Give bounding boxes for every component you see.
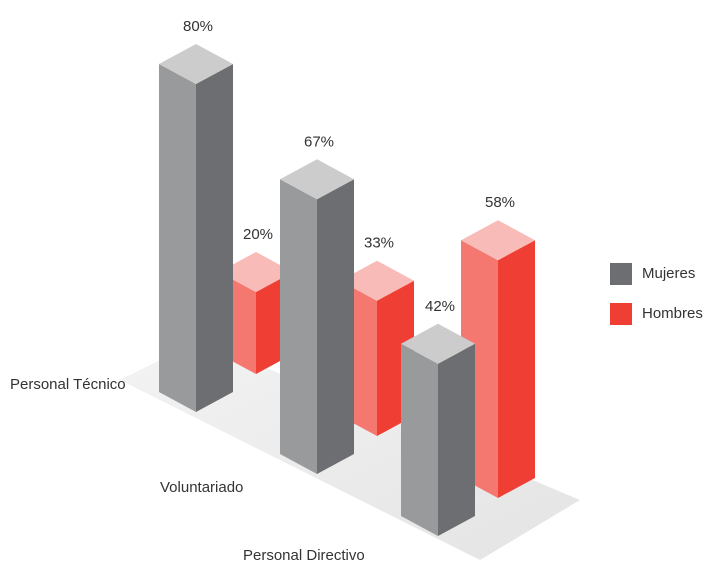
- bar-front: [401, 343, 438, 536]
- category-label: Personal Técnico: [10, 376, 126, 393]
- legend-swatch: [610, 263, 632, 285]
- bar-side: [438, 343, 475, 536]
- category-label: Voluntariado: [160, 479, 243, 496]
- bar-side: [498, 240, 535, 498]
- bar-front: [280, 179, 317, 475]
- bar-side: [196, 64, 233, 412]
- value-label: 33%: [364, 235, 394, 252]
- bar-top: [401, 323, 475, 364]
- value-label: 58%: [485, 194, 515, 211]
- legend-label: Hombres: [642, 305, 703, 322]
- bar-top: [219, 252, 293, 292]
- bar-top: [340, 260, 414, 301]
- category-label: Personal Directivo: [243, 547, 365, 564]
- bar-front: [159, 64, 196, 412]
- bar-top: [280, 159, 354, 200]
- bar-top: [159, 44, 233, 84]
- value-label: 42%: [425, 298, 455, 315]
- legend-label: Mujeres: [642, 265, 695, 282]
- value-label: 67%: [304, 133, 334, 150]
- value-label: 80%: [183, 18, 213, 35]
- bar-side: [317, 179, 354, 475]
- legend-swatch: [610, 303, 632, 325]
- bar-top: [461, 220, 535, 261]
- value-label: 20%: [243, 226, 273, 243]
